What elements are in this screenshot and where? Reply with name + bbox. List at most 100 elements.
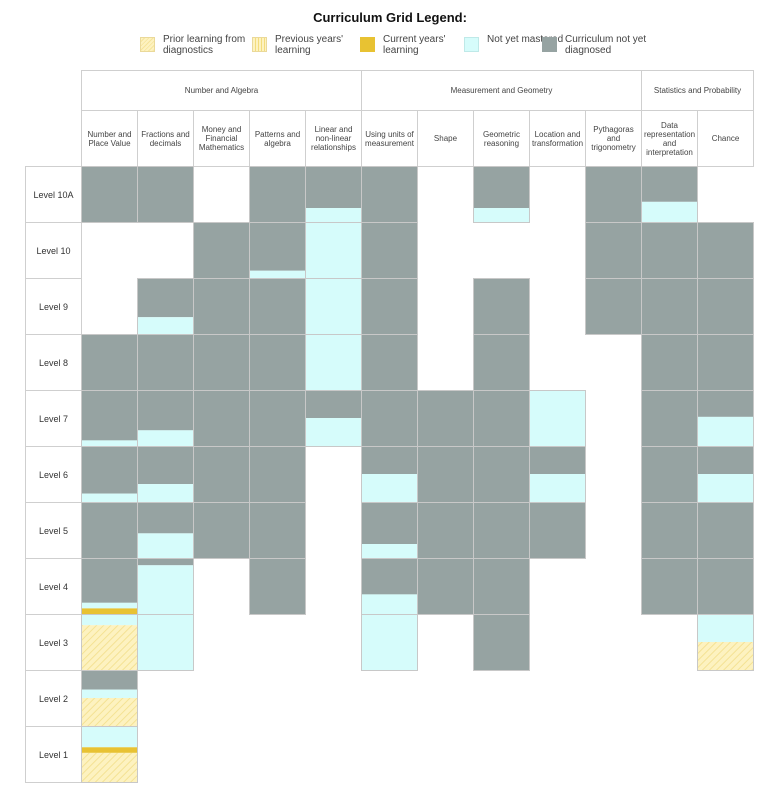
cell-level-5-patterns-and-algebra-notdiagnosed	[249, 502, 305, 558]
strand-header-number-and-algebra: Number and Algebra	[81, 70, 362, 111]
cell-border-level-3-geometric-reasoning	[473, 614, 530, 671]
cell-level-1-number-and-place-value-current	[81, 747, 137, 753]
cell-level-8-money-and-financial-mathematics-notdiagnosed	[193, 334, 249, 390]
cell-level-8-data-representation-and-interpretation-notdiagnosed	[641, 334, 697, 390]
cell-level-10a-data-representation-and-interpretation-notdiagnosed	[641, 166, 697, 202]
cell-level-9-chance-notdiagnosed	[697, 278, 753, 334]
cell-level-6-number-and-place-value-notdiagnosed	[81, 446, 137, 494]
cell-level-5-number-and-place-value-notdiagnosed	[81, 502, 137, 558]
cell-level-10a-geometric-reasoning-notmastered	[473, 208, 529, 222]
cell-level-10a-linear-and-non-linear-relationships-notdiagnosed	[305, 166, 361, 208]
cell-level-9-data-representation-and-interpretation-notdiagnosed	[641, 278, 697, 334]
cell-level-5-shape-notdiagnosed	[417, 502, 473, 558]
row-label-level-3: Level 3	[25, 614, 82, 671]
cell-level-4-patterns-and-algebra-notdiagnosed	[249, 558, 305, 614]
cell-level-6-using-units-of-measurement-notmastered	[361, 474, 417, 502]
row-label-level-7: Level 7	[25, 390, 82, 447]
cell-level-3-number-and-place-value-prior	[81, 625, 137, 670]
cell-level-8-chance-notdiagnosed	[697, 334, 753, 390]
cell-level-7-fractions-and-decimals-notmastered	[137, 430, 193, 446]
cell-level-6-number-and-place-value-notmastered	[81, 493, 137, 502]
legend-label-prior-learning: Prior learning from diagnostics	[163, 34, 246, 56]
column-header-shape: Shape	[417, 110, 474, 167]
row-label-level-4: Level 4	[25, 558, 82, 615]
cell-level-7-patterns-and-algebra-notdiagnosed	[249, 390, 305, 446]
cell-level-4-number-and-place-value-current	[81, 608, 137, 614]
column-header-money-financial: Money and Financial Mathematics	[193, 110, 250, 167]
cell-level-4-data-representation-and-interpretation-notdiagnosed	[641, 558, 697, 614]
cell-level-3-geometric-reasoning-notdiagnosed	[473, 614, 529, 670]
cell-level-10a-patterns-and-algebra-notdiagnosed	[249, 166, 305, 222]
legend-title: Curriculum Grid Legend:	[313, 10, 467, 25]
cell-border-level-3-fractions-and-decimals	[137, 614, 194, 671]
legend-label-not-yet-diagnosed: Curriculum not yet diagnosed	[565, 34, 647, 56]
cell-level-8-patterns-and-algebra-notdiagnosed	[249, 334, 305, 390]
column-header-location-transformation: Location and transformation	[529, 110, 586, 167]
cell-level-10-patterns-and-algebra-notmastered	[249, 270, 305, 278]
cell-level-5-fractions-and-decimals-notdiagnosed	[137, 502, 193, 534]
cell-level-7-money-and-financial-mathematics-notdiagnosed	[193, 390, 249, 446]
cell-level-10-chance-notdiagnosed	[697, 222, 753, 278]
cell-level-6-chance-notdiagnosed	[697, 446, 753, 474]
cell-level-10a-using-units-of-measurement-notdiagnosed	[361, 166, 417, 222]
cell-level-10a-linear-and-non-linear-relationships-notmastered	[305, 208, 361, 222]
cell-level-9-using-units-of-measurement-notdiagnosed	[361, 278, 417, 334]
cell-level-7-linear-and-non-linear-relationships-notdiagnosed	[305, 390, 361, 418]
cell-level-3-chance-notmastered	[697, 614, 753, 642]
cell-level-2-number-and-place-value-notdiagnosed	[81, 670, 137, 690]
cell-level-8-using-units-of-measurement-notdiagnosed	[361, 334, 417, 390]
cell-level-1-number-and-place-value-notmastered	[81, 726, 137, 748]
cell-level-7-fractions-and-decimals-notdiagnosed	[137, 390, 193, 431]
cell-level-5-fractions-and-decimals-notmastered	[137, 533, 193, 558]
cell-level-9-fractions-and-decimals-notdiagnosed	[137, 278, 193, 318]
cell-level-4-geometric-reasoning-notdiagnosed	[473, 558, 529, 614]
legend-swatch-prior-learning	[140, 37, 155, 52]
cell-level-10-using-units-of-measurement-notdiagnosed	[361, 222, 417, 278]
cell-level-3-number-and-place-value-notmastered	[81, 614, 137, 626]
cell-level-2-number-and-place-value-prior	[81, 698, 137, 726]
cell-level-7-shape-notdiagnosed	[417, 390, 473, 446]
cell-level-4-fractions-and-decimals-notdiagnosed	[137, 558, 193, 566]
cell-level-10-linear-and-non-linear-relationships-notmastered	[305, 222, 361, 278]
column-header-fractions-decimals: Fractions and decimals	[137, 110, 194, 167]
legend-swatch-not-yet-diagnosed	[542, 37, 557, 52]
cell-border-level-10a-fractions-and-decimals	[137, 166, 194, 223]
cell-border-level-3-using-units-of-measurement	[361, 614, 418, 671]
cell-level-7-chance-notdiagnosed	[697, 390, 753, 417]
cell-level-8-geometric-reasoning-notdiagnosed	[473, 334, 529, 390]
column-header-number-place-value: Number and Place Value	[81, 110, 138, 167]
cell-border-level-5-location-and-transformation	[529, 502, 586, 559]
cell-level-6-money-and-financial-mathematics-notdiagnosed	[193, 446, 249, 502]
cell-level-2-number-and-place-value-notmastered	[81, 689, 137, 698]
cell-level-7-geometric-reasoning-notdiagnosed	[473, 390, 529, 446]
cell-level-7-location-and-transformation-notmastered	[529, 390, 585, 446]
cell-level-9-linear-and-non-linear-relationships-notmastered	[305, 278, 361, 334]
cell-level-6-location-and-transformation-notdiagnosed	[529, 446, 585, 474]
row-label-level-9: Level 9	[25, 278, 82, 335]
column-header-pythagoras-trigonometry: Pythagoras and trigonometry	[585, 110, 642, 167]
cell-level-4-number-and-place-value-notmastered	[81, 602, 137, 609]
column-header-patterns-algebra: Patterns and algebra	[249, 110, 306, 167]
column-header-linear-relationships: Linear and non-linear relationships	[305, 110, 362, 167]
legend-swatch-not-yet-mastered	[464, 37, 479, 52]
cell-level-10-money-and-financial-mathematics-notdiagnosed	[193, 222, 249, 278]
cell-level-6-shape-notdiagnosed	[417, 446, 473, 502]
cell-level-6-using-units-of-measurement-notdiagnosed	[361, 446, 417, 474]
cell-border-level-10a-geometric-reasoning	[473, 166, 530, 223]
cell-level-7-number-and-place-value-notdiagnosed	[81, 390, 137, 441]
cell-level-9-geometric-reasoning-notdiagnosed	[473, 278, 529, 334]
cell-level-4-fractions-and-decimals-notmastered	[137, 565, 193, 614]
cell-level-8-linear-and-non-linear-relationships-notmastered	[305, 334, 361, 390]
legend-label-current-years: Current years' learning	[383, 34, 446, 56]
cell-level-7-linear-and-non-linear-relationships-notmastered	[305, 418, 361, 446]
cell-level-9-patterns-and-algebra-notdiagnosed	[249, 278, 305, 334]
cell-level-10-pythagoras-and-trigonometry-notdiagnosed	[585, 222, 641, 278]
cell-level-6-fractions-and-decimals-notmastered	[137, 484, 193, 502]
column-header-data-representation: Data representation and interpretation	[641, 110, 698, 167]
cell-level-9-fractions-and-decimals-notmastered	[137, 317, 193, 334]
cell-level-9-money-and-financial-mathematics-notdiagnosed	[193, 278, 249, 334]
cell-border-level-3-chance	[697, 614, 754, 671]
cell-level-5-geometric-reasoning-notdiagnosed	[473, 502, 529, 558]
legend-swatch-current-years	[360, 37, 375, 52]
cell-level-10a-pythagoras-and-trigonometry-notdiagnosed	[585, 166, 641, 222]
